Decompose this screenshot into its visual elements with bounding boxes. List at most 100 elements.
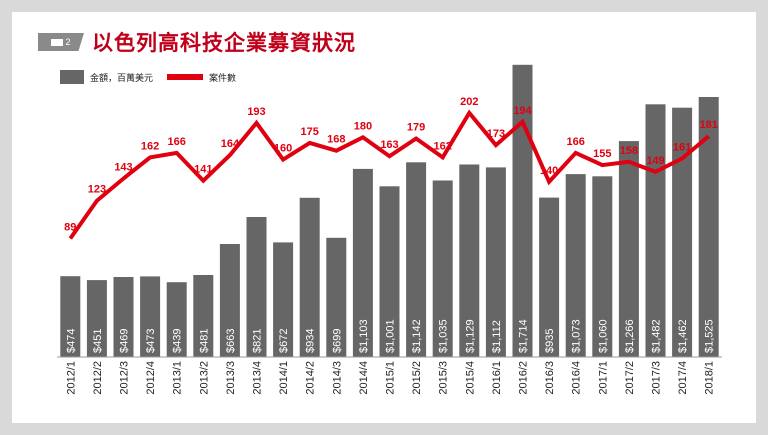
bar-value-label: $1,482	[651, 319, 663, 353]
line-point-label: 179	[407, 122, 425, 134]
bar-2012/2	[86, 280, 107, 357]
bar-2017/3	[645, 104, 666, 357]
line-point-label: 160	[274, 143, 292, 155]
bar-2014/1	[273, 242, 294, 357]
figure-number: 2	[65, 37, 71, 47]
series-line-case-count	[68, 109, 710, 240]
line-point-label: 168	[327, 134, 345, 146]
bar-value-label: $1,525	[704, 319, 716, 353]
line-point-label: 155	[593, 148, 611, 160]
line-point-label: 89	[64, 222, 76, 234]
bar-value-label: $1,073	[571, 319, 583, 353]
line-point-label: 143	[114, 162, 132, 174]
bar-2014/3	[326, 237, 347, 357]
bar-2017/4	[672, 107, 693, 357]
line-point-label: 161	[673, 142, 691, 154]
chart-title: 以色列高科技企業募資狀況	[92, 30, 356, 55]
x-tick-label: 2014/3	[331, 361, 343, 395]
legend-label-amount: 金額，百萬美元	[90, 72, 154, 83]
bar-2012/3	[113, 277, 134, 357]
bar-2014/4	[352, 168, 373, 357]
x-tick-label: 2013/4	[252, 361, 264, 395]
x-tick-label: 2016/1	[491, 361, 503, 395]
legend-swatch-line	[167, 74, 204, 80]
line-point-label: 173	[487, 128, 505, 140]
bar-2012/4	[140, 276, 161, 357]
legend-label-count: 案件數	[209, 72, 237, 83]
line-point-label: 149	[646, 155, 664, 167]
bar-2013/3	[219, 244, 240, 357]
x-tick-label: 2016/2	[518, 361, 530, 395]
bar-value-label: $439	[172, 329, 184, 353]
line-point-label: 193	[247, 106, 265, 118]
bar-value-label: $934	[305, 329, 317, 353]
x-tick-label: 2016/3	[544, 361, 556, 395]
bar-value-label: $1,035	[438, 319, 450, 353]
line-point-label: 194	[513, 105, 532, 117]
bar-2013/2	[193, 275, 214, 357]
bar-2016/1	[485, 167, 506, 357]
bar-value-label: $451	[92, 329, 104, 353]
figure-badge: 2	[38, 33, 84, 51]
line-point-label: 158	[620, 145, 638, 157]
bar-value-label: $672	[278, 329, 290, 353]
x-tick-label: 2017/4	[677, 361, 689, 395]
x-tick-label: 2013/1	[172, 361, 184, 395]
x-tick-label: 2015/1	[385, 361, 397, 395]
x-tick-label: 2012/1	[65, 361, 77, 395]
x-tick-label: 2016/4	[571, 361, 583, 395]
line-point-label: 141	[194, 164, 212, 176]
line-point-label: 175	[301, 126, 319, 138]
bar-value-label: $1,001	[385, 319, 397, 353]
line-point-label: 181	[700, 119, 718, 131]
bar-2016/3	[539, 197, 560, 357]
bar-2017/1	[592, 176, 613, 357]
line-point-label: 166	[168, 136, 186, 148]
bar-value-label: $473	[145, 329, 157, 353]
x-tick-label: 2017/3	[651, 361, 663, 395]
bar-value-label: $1,142	[411, 319, 423, 353]
legend-swatch-bar	[60, 70, 84, 84]
bar-2014/2	[299, 197, 320, 357]
bar-value-label: $1,103	[358, 319, 370, 353]
bar-2015/1	[379, 186, 400, 357]
x-tick-label: 2014/2	[305, 361, 317, 395]
bar-2012/1	[60, 276, 81, 357]
line-point-label: 162	[434, 140, 452, 152]
x-tick-label: 2012/2	[92, 361, 104, 395]
line-point-label: 123	[88, 184, 106, 196]
bar-2013/4	[246, 217, 267, 357]
bar-value-label: $1,462	[677, 319, 689, 353]
bar-value-label: $1,266	[624, 319, 636, 353]
bar-value-label: $1,714	[518, 319, 530, 353]
bar-2017/2	[618, 141, 639, 357]
x-tick-label: 2012/3	[119, 361, 131, 395]
line-point-label: 140	[540, 165, 558, 177]
legend: 金額，百萬美元 案件數	[60, 70, 236, 84]
x-tick-label: 2014/1	[278, 361, 290, 395]
x-tick-label: 2018/1	[704, 361, 716, 395]
x-tick-label: 2017/2	[624, 361, 636, 395]
line-point-label: 164	[221, 138, 240, 150]
bar-value-label: $469	[119, 329, 131, 353]
bar-value-label: $663	[225, 329, 237, 353]
x-tick-label: 2015/2	[411, 361, 423, 395]
line-point-label: 163	[380, 139, 398, 151]
bar-value-label: $481	[198, 329, 210, 353]
figure-icon	[51, 38, 64, 46]
x-tick-label: 2012/4	[145, 361, 157, 395]
bar-value-label: $1,060	[597, 319, 609, 353]
bar-2015/3	[432, 180, 453, 357]
bar-value-label: $821	[252, 329, 264, 353]
bar-2018/1	[698, 97, 719, 357]
x-tick-label: 2017/1	[597, 361, 609, 395]
bar-value-label: $935	[544, 329, 556, 353]
bar-2016/4	[565, 174, 586, 357]
line-point-label: 166	[567, 136, 585, 148]
line-point-label: 202	[460, 96, 478, 108]
x-tick-label: 2013/3	[225, 361, 237, 395]
bar-2015/2	[406, 162, 427, 357]
x-tick-label: 2015/4	[464, 361, 476, 395]
bar-value-label: $699	[331, 329, 343, 353]
